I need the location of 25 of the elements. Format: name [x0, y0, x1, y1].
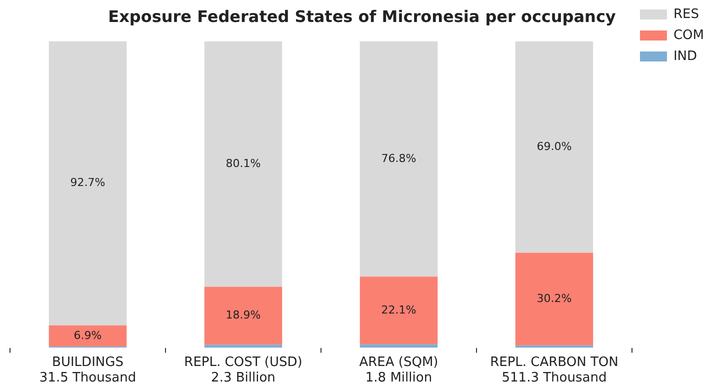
data-label: 92.7%: [70, 176, 106, 190]
bar: [360, 276, 438, 344]
data-label: 76.8%: [381, 152, 416, 165]
bar: [204, 344, 282, 348]
data-label: 30.2%: [536, 292, 572, 305]
data-label: 80.1%: [226, 156, 261, 170]
x-tick-label: BUILDINGS 31.5 Thousand: [39, 354, 136, 386]
x-tick-label: AREA (SQM) 1.8 Million: [359, 354, 438, 386]
x-tick-label: REPL. CARBON TON 511.3 Thousand: [490, 354, 618, 386]
bar: [48, 325, 127, 347]
bar: [515, 41, 594, 253]
chart-title: Exposure Federated States of Micronesia per occupancy: [108, 6, 616, 26]
bar: [204, 286, 282, 345]
bar: [515, 252, 594, 346]
legend-label: RES: [673, 6, 699, 22]
bar: [204, 41, 282, 287]
data-label: 69.0%: [536, 140, 572, 153]
x-tick-label: REPL. COST (USD) 2.3 Billion: [184, 354, 302, 386]
data-label: 18.9%: [226, 308, 261, 322]
legend-label: COM: [673, 28, 704, 43]
bar: [360, 41, 438, 277]
data-label: 6.9%: [74, 328, 102, 342]
legend-label: IND: [673, 48, 698, 64]
bar: [48, 41, 127, 326]
data-label: 22.1%: [381, 303, 416, 316]
